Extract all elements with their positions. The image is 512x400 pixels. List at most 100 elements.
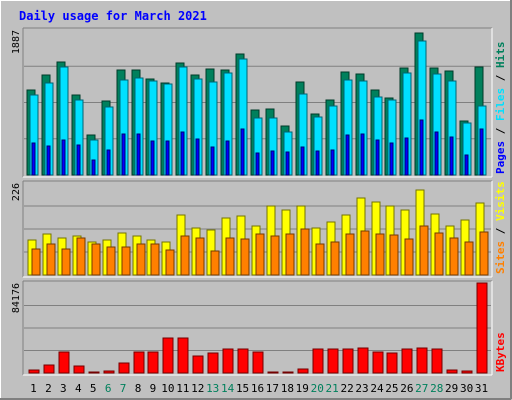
bar-visits-sites-day-21 (330, 241, 340, 276)
panel-visits: 226 Sites / Visits (11, 180, 507, 278)
x-label-day-12: 12 (191, 382, 204, 395)
x-label-day-4: 4 (75, 382, 82, 395)
panel-visits-max-label: 226 (11, 183, 22, 201)
bar-hits-pages-day-2 (46, 145, 51, 176)
x-label-day-22: 22 (340, 382, 353, 395)
x-axis-labels: 1 2 3 4 5 6 7 8 9 10 11 12 13 14 15 16 17 18 19 20 21 22 23 24 2… (30, 382, 488, 395)
bar-visits-sites-day-26 (404, 238, 414, 276)
x-label-day-31: 31 (475, 382, 488, 395)
x-label-day-29: 29 (445, 382, 458, 395)
bar-hits-pages-day-9 (150, 140, 155, 176)
bar-hits-pages-day-31 (479, 128, 484, 176)
bar-visits-sites-day-19 (300, 228, 310, 276)
bar-hits-pages-day-23 (360, 133, 365, 176)
bar-hits-pages-day-28 (434, 131, 439, 176)
x-label-day-28: 28 (430, 382, 443, 395)
bar-visits-sites-day-25 (389, 234, 399, 276)
bar-visits-sites-day-17 (270, 235, 280, 276)
bar-kbytes-kbytes-day-2 (43, 364, 55, 374)
bar-visits-sites-day-24 (375, 233, 385, 276)
x-label-day-5: 5 (90, 382, 97, 395)
bar-kbytes-kbytes-day-10 (162, 337, 174, 374)
bar-hits-pages-day-19 (300, 146, 305, 176)
x-label-day-1: 1 (30, 382, 37, 395)
legend-item-visits: Visits (494, 181, 507, 221)
bar-visits-sites-day-9 (150, 243, 160, 276)
x-label-day-30: 30 (460, 382, 473, 395)
bar-visits-sites-day-22 (345, 233, 355, 276)
bar-kbytes-kbytes-day-11 (177, 337, 189, 374)
bar-kbytes-kbytes-day-9 (147, 351, 159, 374)
bar-visits-sites-day-13 (210, 250, 220, 276)
bar-visits-sites-day-31 (479, 231, 489, 276)
x-label-day-10: 10 (161, 382, 174, 395)
bar-hits-pages-day-13 (210, 146, 215, 176)
panel-kbytes-legend: KBytes (494, 332, 507, 372)
bar-visits-sites-day-4 (76, 237, 86, 276)
chart-panels: 1887 Pages / Files / Hits 226 Sites / Visit… (11, 27, 507, 376)
bar-hits-pages-day-30 (464, 154, 469, 176)
bar-visits-sites-day-7 (121, 246, 131, 276)
bar-kbytes-kbytes-day-14 (222, 348, 234, 374)
bar-kbytes-kbytes-day-5 (88, 371, 100, 374)
bar-hits-pages-day-16 (255, 152, 260, 176)
x-label-day-13: 13 (206, 382, 219, 395)
legend-item-sites: Sites (494, 241, 507, 274)
bar-hits-pages-day-8 (136, 133, 141, 176)
bar-kbytes-kbytes-day-28 (431, 348, 443, 374)
bar-hits-pages-day-26 (404, 137, 409, 176)
bar-hits-pages-day-17 (270, 150, 275, 176)
bar-visits-sites-day-23 (360, 230, 370, 276)
x-label-day-26: 26 (400, 382, 413, 395)
bar-kbytes-kbytes-day-31 (476, 282, 488, 374)
bar-kbytes-kbytes-day-23 (357, 347, 369, 374)
x-label-day-20: 20 (311, 382, 324, 395)
x-label-day-18: 18 (281, 382, 294, 395)
bar-kbytes-kbytes-day-29 (446, 369, 458, 374)
bar-kbytes-kbytes-day-18 (282, 371, 294, 374)
bar-hits-pages-day-4 (76, 144, 81, 176)
bar-hits-pages-day-27 (419, 119, 424, 176)
bar-visits-sites-day-6 (106, 246, 116, 276)
x-label-day-17: 17 (266, 382, 279, 395)
bar-visits-sites-day-5 (91, 243, 101, 276)
bar-hits-pages-day-1 (31, 142, 36, 176)
bar-hits-pages-day-18 (285, 151, 290, 176)
bar-hits-pages-day-5 (91, 159, 96, 176)
legend-separator: / (494, 68, 507, 88)
x-label-day-3: 3 (60, 382, 67, 395)
x-label-day-6: 6 (105, 382, 112, 395)
x-label-day-8: 8 (135, 382, 142, 395)
bar-hits-pages-day-10 (165, 140, 170, 176)
legend-item-files: Files (494, 88, 507, 121)
bar-kbytes-kbytes-day-21 (327, 348, 339, 374)
bar-visits-sites-day-2 (46, 243, 56, 276)
legend-separator: / (494, 121, 507, 141)
bar-visits-sites-day-29 (449, 237, 459, 276)
bar-kbytes-kbytes-day-8 (133, 351, 145, 374)
bar-visits-sites-day-10 (165, 249, 175, 276)
bar-visits-sites-day-15 (240, 238, 250, 276)
bar-visits-sites-day-8 (136, 243, 146, 276)
panel-kbytes: 84176 KBytes (11, 280, 507, 376)
x-label-day-2: 2 (45, 382, 52, 395)
bar-hits-pages-day-22 (345, 134, 350, 176)
bar-visits-sites-day-20 (315, 243, 325, 276)
bar-kbytes-kbytes-day-16 (252, 351, 264, 374)
legend-item-hits: Hits (494, 42, 507, 69)
bar-kbytes-kbytes-day-1 (28, 369, 40, 374)
x-label-day-16: 16 (251, 382, 264, 395)
bar-kbytes-kbytes-day-17 (267, 371, 279, 374)
bar-kbytes-kbytes-day-24 (372, 351, 384, 374)
bar-kbytes-kbytes-day-19 (297, 368, 309, 374)
panel-visits-legend: Sites / Visits (494, 181, 507, 274)
x-label-day-14: 14 (221, 382, 235, 395)
panel-kbytes-max-label: 84176 (11, 283, 22, 313)
x-label-day-19: 19 (296, 382, 309, 395)
bar-kbytes-kbytes-day-20 (312, 348, 324, 374)
chart-title: Daily usage for March 2021 (19, 9, 207, 23)
bar-hits-pages-day-14 (225, 140, 230, 176)
bar-kbytes-kbytes-day-7 (118, 362, 130, 374)
